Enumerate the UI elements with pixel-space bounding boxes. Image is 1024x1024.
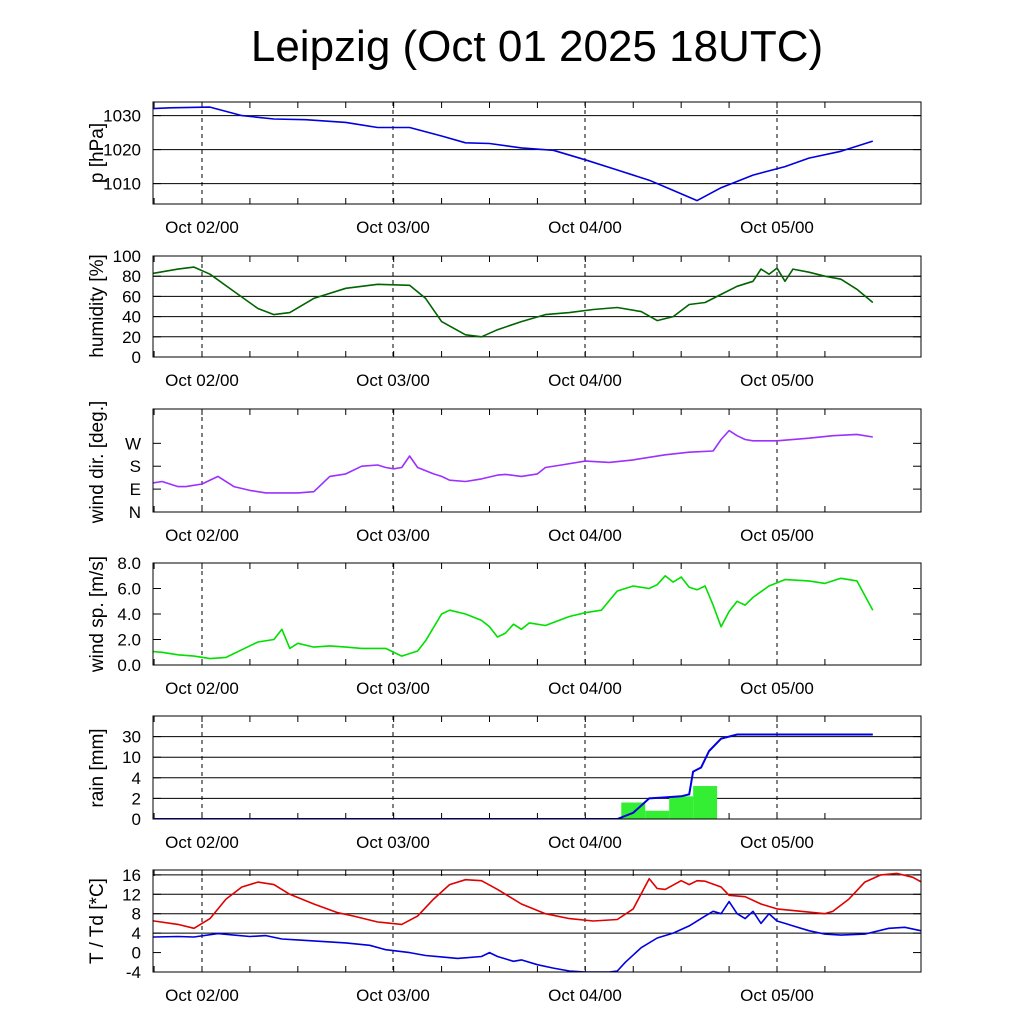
y-tick-label: 0.0 bbox=[117, 656, 141, 675]
x-tick-label: Oct 05/00 bbox=[740, 833, 814, 852]
y-axis-label: humidity [%] bbox=[87, 254, 108, 357]
y-tick-label: 4.0 bbox=[117, 605, 141, 624]
x-tick-label: Oct 03/00 bbox=[356, 986, 430, 1005]
y-tick-label: 20 bbox=[122, 328, 141, 347]
y-tick-label: 2 bbox=[132, 789, 141, 808]
x-tick-label: Oct 04/00 bbox=[548, 218, 622, 237]
plot-area bbox=[153, 106, 874, 202]
x-tick-label: Oct 04/00 bbox=[548, 833, 622, 852]
panel-rain: 0 24 1030 rain [mm] Oct 02/00 Oct 03/00 Oct 04… bbox=[87, 715, 922, 852]
panel-frame bbox=[152, 101, 922, 205]
x-tick-label: Oct 03/00 bbox=[356, 218, 430, 237]
plot-area bbox=[153, 872, 921, 972]
x-tick-label: Oct 02/00 bbox=[165, 526, 239, 545]
x-tick-label: Oct 02/00 bbox=[165, 679, 239, 698]
x-tick-label: Oct 04/00 bbox=[548, 679, 622, 698]
y-tick-label: 80 bbox=[122, 267, 141, 286]
y-tick-label: -4 bbox=[126, 963, 141, 982]
rain-bar bbox=[645, 810, 670, 819]
plot-area bbox=[153, 733, 873, 819]
x-tick-label: Oct 03/00 bbox=[356, 371, 430, 390]
x-tick-label: Oct 03/00 bbox=[356, 833, 430, 852]
y-tick-label: N bbox=[129, 503, 141, 522]
plot-area bbox=[153, 429, 873, 494]
y-tick-label: 4 bbox=[132, 769, 141, 788]
series-line-humidity bbox=[153, 266, 874, 338]
x-tick-label: Oct 02/00 bbox=[165, 833, 239, 852]
series-line-t bbox=[153, 872, 921, 930]
rain-bar bbox=[669, 796, 694, 819]
y-tick-label: 30 bbox=[122, 728, 141, 747]
x-tick-label: Oct 03/00 bbox=[356, 679, 430, 698]
y-tick-label: 16 bbox=[122, 866, 141, 885]
y-tick-label: 8.0 bbox=[117, 554, 141, 573]
y-tick-label: 2.0 bbox=[117, 631, 141, 650]
x-tick-label: Oct 02/00 bbox=[165, 218, 239, 237]
x-tick-label: Oct 05/00 bbox=[740, 986, 814, 1005]
panel-frame bbox=[152, 869, 922, 973]
y-tick-label: 8 bbox=[132, 905, 141, 924]
chart-title: Leipzig (Oct 01 2025 18UTC) bbox=[250, 22, 824, 71]
x-tick-label: Oct 03/00 bbox=[356, 526, 430, 545]
x-tick-label: Oct 05/00 bbox=[740, 371, 814, 390]
x-tick-label: Oct 05/00 bbox=[740, 679, 814, 698]
x-tick-label: Oct 04/00 bbox=[548, 371, 622, 390]
y-tick-label: 40 bbox=[122, 308, 141, 327]
x-tick-label: Oct 04/00 bbox=[548, 986, 622, 1005]
y-tick-label: W bbox=[125, 434, 141, 453]
y-axis-label: wind sp. [m/s] bbox=[87, 556, 108, 673]
x-tick-label: Oct 02/00 bbox=[165, 371, 239, 390]
y-tick-label: 0 bbox=[132, 348, 141, 367]
x-tick-label: Oct 05/00 bbox=[740, 526, 814, 545]
y-tick-label: 0 bbox=[132, 810, 141, 829]
x-tick-label: Oct 05/00 bbox=[740, 218, 814, 237]
y-tick-label: 6.0 bbox=[117, 580, 141, 599]
plot-area bbox=[153, 266, 874, 338]
rain-cumulative-line bbox=[153, 733, 873, 819]
y-tick-label: 0 bbox=[132, 944, 141, 963]
panel-frame bbox=[152, 255, 922, 358]
y-tick-label: 60 bbox=[122, 287, 141, 306]
y-axis-label: T / Td [*C] bbox=[87, 878, 108, 964]
y-tick-label: 12 bbox=[122, 885, 141, 904]
rain-bar bbox=[693, 786, 718, 819]
panel-frame bbox=[152, 715, 922, 820]
y-axis-label: rain [mm] bbox=[87, 728, 108, 807]
y-tick-label: 100 bbox=[113, 247, 141, 266]
y-tick-label: 10 bbox=[122, 748, 141, 767]
series-line-td bbox=[153, 900, 921, 972]
y-tick-label: 1010 bbox=[103, 175, 141, 194]
y-axis-label: p [hPa] bbox=[87, 123, 108, 183]
x-tick-label: Oct 04/00 bbox=[548, 526, 622, 545]
series-line-pressure bbox=[153, 106, 874, 202]
x-tick-label: Oct 02/00 bbox=[165, 986, 239, 1005]
y-tick-label: 4 bbox=[132, 924, 141, 943]
y-axis-label: wind dir. [deg.] bbox=[87, 401, 108, 525]
y-tick-label: 1030 bbox=[103, 107, 141, 126]
y-tick-label: 1020 bbox=[103, 141, 141, 160]
panel-frame bbox=[152, 408, 922, 513]
panel-windspeed: 0.0 2.0 4.0 6.0 8.0 wind sp. [m/s] Oct 02/00 Oc… bbox=[87, 554, 922, 698]
panel-frame bbox=[152, 562, 922, 666]
y-tick-label: E bbox=[130, 480, 141, 499]
series-line-wind-direction bbox=[153, 429, 873, 494]
y-tick-label: S bbox=[130, 457, 141, 476]
series-line-wind-speed bbox=[153, 574, 874, 660]
plot-area bbox=[153, 574, 874, 660]
